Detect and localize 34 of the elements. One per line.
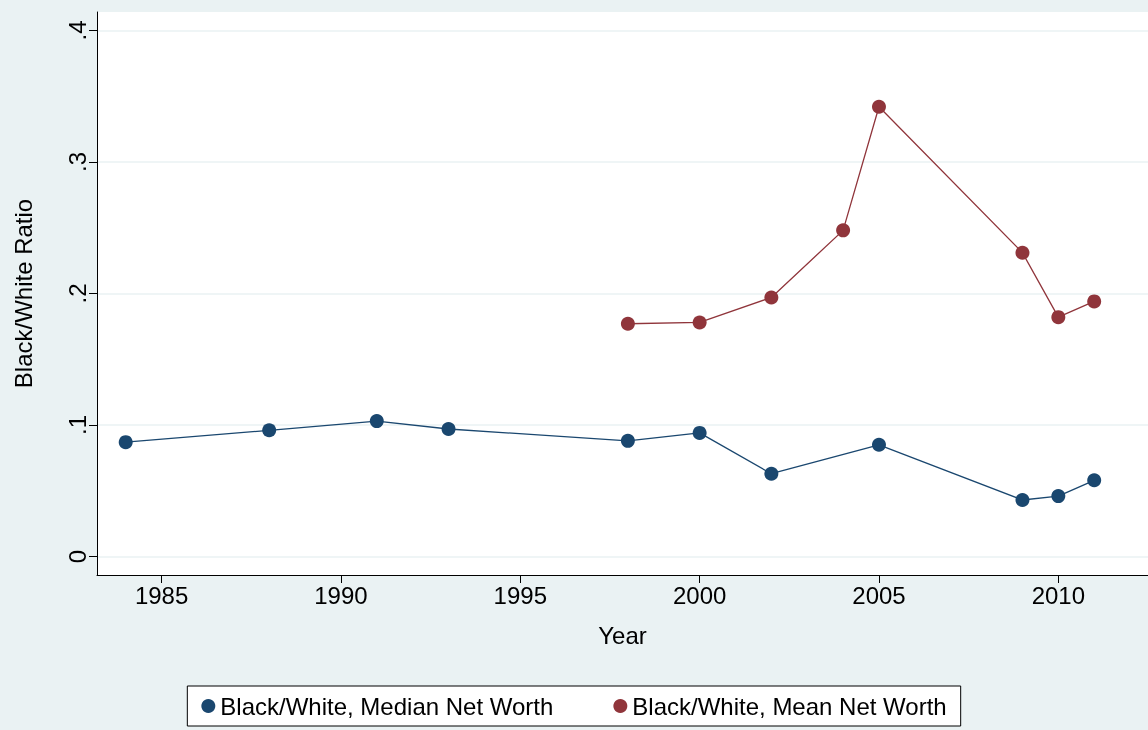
point	[1015, 493, 1030, 508]
x-tick-label: 2005	[852, 581, 906, 609]
point	[764, 466, 779, 481]
point	[692, 315, 707, 330]
y-tick-label: .2	[63, 283, 91, 304]
point	[441, 421, 456, 436]
point	[620, 433, 635, 448]
point	[871, 437, 886, 452]
x-tick-label: 1995	[493, 581, 547, 609]
point	[692, 425, 707, 440]
x-tick-label: 1990	[314, 581, 368, 609]
y-tick-label: .1	[63, 415, 91, 436]
y-tick-label: .4	[63, 20, 91, 41]
x-tick-label: 2000	[672, 581, 727, 609]
point	[871, 99, 886, 114]
x-tick-label: 1985	[134, 581, 189, 609]
point	[620, 316, 635, 331]
point	[1087, 294, 1102, 309]
legend-label: Black/White, Mean Net Worth	[632, 692, 947, 720]
y-tick-label: 0	[63, 549, 91, 564]
point	[836, 223, 851, 238]
point	[369, 414, 384, 429]
point	[1087, 473, 1102, 488]
legend-label: Black/White, Median Net Worth	[220, 692, 554, 720]
point	[1015, 245, 1030, 260]
x-tick-label: 2010	[1031, 581, 1086, 609]
x-axis-title: Year	[598, 621, 647, 649]
y-axis-title: Black/White Ratio	[9, 198, 37, 389]
point	[1051, 310, 1066, 325]
point	[1051, 489, 1066, 504]
point	[764, 290, 779, 305]
point	[262, 423, 277, 438]
point	[118, 435, 133, 450]
y-tick-label: .3	[63, 151, 91, 172]
